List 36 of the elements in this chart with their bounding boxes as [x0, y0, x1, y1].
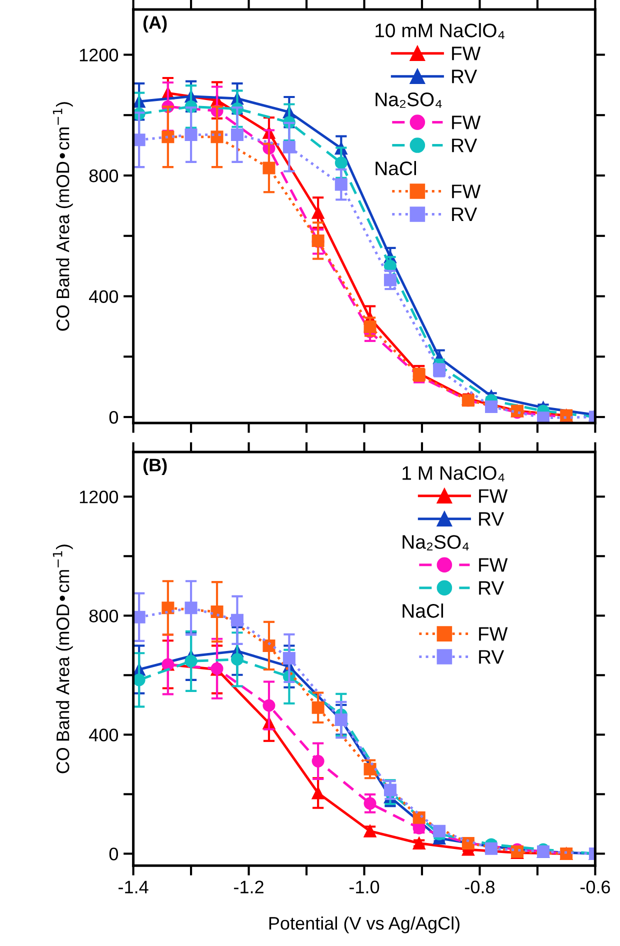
legend-label: RV: [479, 650, 504, 664]
annotation: NaCl: [376, 160, 416, 176]
legend-label: RV: [479, 512, 504, 526]
annotation: 10 mM NaClO₄: [376, 23, 504, 39]
y-tick-label: 800: [89, 610, 118, 622]
chart-title: (B): [143, 458, 167, 476]
x-tick-label: -1.4: [118, 880, 148, 894]
x-axis-title: Potential (V vs Ag/AgCl): [269, 916, 460, 934]
legend-label: FW: [452, 184, 481, 198]
y-axis-title: CO Band Area (mOD•cm$^{−1}$): [52, 102, 73, 331]
legend-label: FW: [479, 558, 508, 572]
annotation: 1 M NaClO₄: [402, 466, 504, 482]
annotation: Na₂SO₄: [402, 535, 469, 550]
y-tick-label: 0: [109, 410, 118, 424]
legend-label: FW: [479, 489, 508, 503]
legend-label: RV: [452, 208, 478, 222]
y-tick-label: 400: [89, 728, 118, 742]
chart-title: (A): [143, 16, 167, 32]
y-tick-label: 1200: [80, 48, 118, 62]
y-tick-label: 400: [89, 290, 118, 303]
y-axis-title: CO Band Area (mOD•cm$^{−1}$): [52, 544, 73, 774]
legend-label: RV: [452, 70, 478, 84]
y-tick-label: 0: [109, 848, 118, 860]
x-tick-label: -1.0: [349, 880, 380, 894]
x-tick-label: -0.6: [580, 880, 610, 894]
annotation: Na₂SO₄: [376, 92, 442, 108]
legend-label: RV: [452, 138, 478, 152]
x-tick-label: -0.8: [464, 880, 494, 894]
legend-label: RV: [479, 581, 504, 595]
y-tick-label: 1200: [80, 490, 118, 504]
y-tick-label: 800: [89, 169, 118, 182]
legend-label: FW: [452, 46, 481, 60]
x-tick-label: -1.2: [234, 880, 264, 894]
legend-label: FW: [479, 627, 508, 641]
legend-label: FW: [452, 116, 481, 130]
annotation: NaCl: [402, 604, 444, 618]
